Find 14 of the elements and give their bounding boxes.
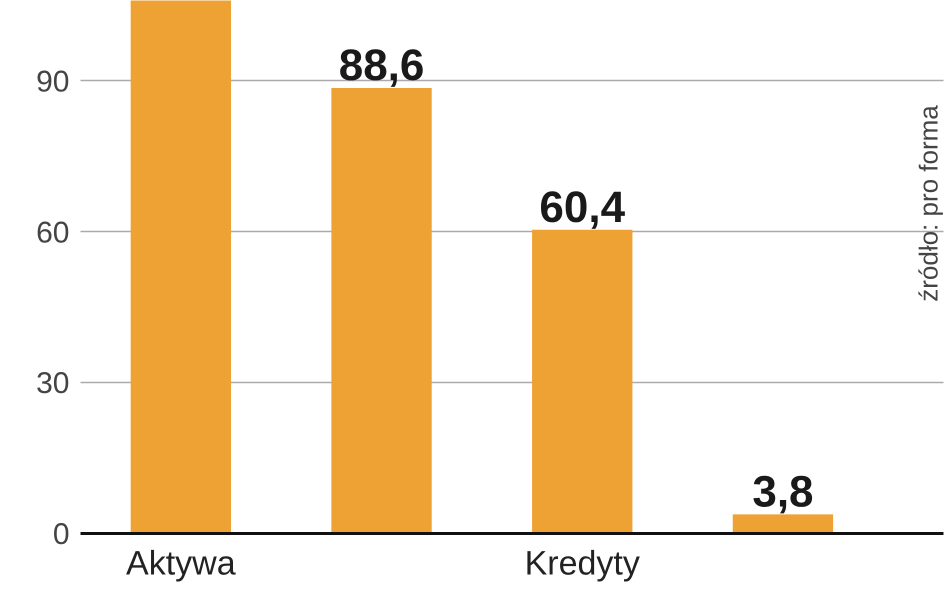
data-label: 88,6 (338, 40, 424, 90)
y-tick-label: 90 (36, 65, 70, 98)
bar (732, 514, 834, 534)
bar (130, 0, 232, 534)
bar (532, 230, 632, 534)
y-tick-label: 0 (52, 518, 70, 551)
data-label: 3,8 (752, 467, 814, 516)
x-tick-label: Aktywa (126, 544, 236, 582)
data-label: 60,4 (539, 182, 626, 232)
y-tick-label: 30 (36, 367, 70, 400)
x-tick-label: Kredyty (524, 544, 640, 582)
annotation: źródło: pro forma (913, 104, 944, 302)
bar (331, 88, 432, 534)
y-tick-label: 60 (36, 216, 70, 250)
